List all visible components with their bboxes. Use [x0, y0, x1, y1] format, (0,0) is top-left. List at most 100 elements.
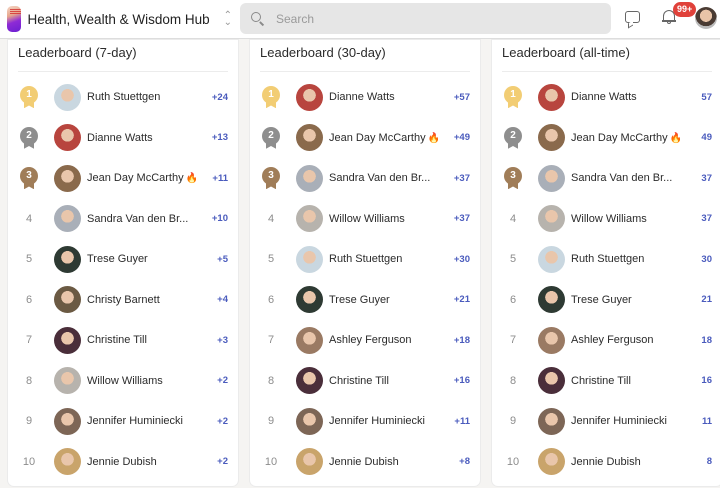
member-name-text[interactable]: Dianne Watts	[329, 91, 395, 104]
member-name-text[interactable]: Willow Williams	[571, 212, 647, 225]
avatar[interactable]	[538, 326, 565, 354]
member-name[interactable]: Jean Day McCarthy 🔥	[329, 132, 454, 144]
leaderboard-row[interactable]: 8 Christine Till 16	[492, 361, 720, 402]
member-name[interactable]: Willow Williams	[329, 213, 454, 225]
avatar[interactable]	[296, 407, 323, 435]
avatar[interactable]	[538, 448, 565, 476]
member-name-text[interactable]: Ruth Stuettgen	[329, 253, 403, 266]
avatar[interactable]	[54, 245, 81, 273]
leaderboard-row[interactable]: 1 Dianne Watts 57	[492, 77, 720, 118]
leaderboard-row[interactable]: 2 Dianne Watts +13	[8, 118, 238, 159]
avatar[interactable]	[538, 164, 565, 192]
member-name[interactable]: Dianne Watts	[571, 91, 701, 103]
leaderboard-row[interactable]: 3 Sandra Van den Br... 37	[492, 158, 720, 199]
member-name[interactable]: Ashley Ferguson	[571, 334, 701, 346]
member-name-text[interactable]: Jennifer Huminiecki	[87, 415, 183, 428]
avatar[interactable]	[296, 367, 323, 395]
avatar[interactable]	[54, 286, 81, 314]
member-name[interactable]: Jennifer Huminiecki	[329, 415, 454, 427]
member-name[interactable]: Ruth Stuettgen	[329, 253, 454, 265]
member-name-text[interactable]: Sandra Van den Br...	[571, 172, 673, 185]
avatar[interactable]	[54, 124, 81, 152]
member-name[interactable]: Christine Till	[87, 334, 217, 346]
member-name[interactable]: Willow Williams	[571, 213, 701, 225]
member-name[interactable]: Ashley Ferguson	[329, 334, 454, 346]
member-name[interactable]: Trese Guyer	[87, 253, 217, 265]
leaderboard-row[interactable]: 3 Sandra Van den Br... +37	[250, 158, 480, 199]
avatar[interactable]	[54, 448, 81, 476]
member-name-text[interactable]: Jennie Dubish	[571, 455, 641, 468]
member-name[interactable]: Dianne Watts	[87, 132, 212, 144]
member-name[interactable]: Ruth Stuettgen	[87, 91, 212, 103]
member-name[interactable]: Christine Till	[329, 375, 454, 387]
leaderboard-row[interactable]: 5 Ruth Stuettgen 30	[492, 239, 720, 280]
leaderboard-row[interactable]: 6 Trese Guyer 21	[492, 280, 720, 321]
member-name-text[interactable]: Dianne Watts	[571, 91, 637, 104]
member-name-text[interactable]: Ruth Stuettgen	[87, 91, 161, 104]
switcher-chevrons-icon[interactable]: ⌃ ⌄	[223, 10, 232, 28]
leaderboard-row[interactable]: 10 Jennie Dubish 8	[492, 442, 720, 483]
member-name[interactable]: Jean Day McCarthy 🔥	[87, 172, 212, 184]
leaderboard-row[interactable]: 10 Jennie Dubish +8	[250, 442, 480, 483]
member-name[interactable]: Sandra Van den Br...	[571, 172, 701, 184]
member-name[interactable]: Jennie Dubish	[87, 456, 217, 468]
member-name[interactable]: Sandra Van den Br...	[87, 213, 212, 225]
member-name-text[interactable]: Willow Williams	[87, 374, 163, 387]
leaderboard-row[interactable]: 7 Christine Till +3	[8, 320, 238, 361]
leaderboard-row[interactable]: 3 Jean Day McCarthy 🔥 +11	[8, 158, 238, 199]
member-name-text[interactable]: Jean Day McCarthy	[87, 172, 184, 185]
avatar[interactable]	[296, 326, 323, 354]
member-name[interactable]: Jennifer Huminiecki	[87, 415, 217, 427]
avatar[interactable]	[54, 83, 81, 111]
member-name-text[interactable]: Jennifer Huminiecki	[329, 415, 425, 428]
leaderboard-row[interactable]: 9 Jennifer Huminiecki 11	[492, 401, 720, 442]
member-name-text[interactable]: Christine Till	[87, 334, 147, 347]
leaderboard-row[interactable]: 9 Jennifer Huminiecki +11	[250, 401, 480, 442]
avatar[interactable]	[538, 407, 565, 435]
avatar[interactable]	[538, 124, 565, 152]
member-name[interactable]: Trese Guyer	[571, 294, 701, 306]
member-name-text[interactable]: Ashley Ferguson	[571, 334, 654, 347]
avatar[interactable]	[296, 164, 323, 192]
search-input[interactable]	[276, 11, 596, 26]
member-name[interactable]: Ruth Stuettgen	[571, 253, 701, 265]
member-name-text[interactable]: Trese Guyer	[329, 293, 390, 306]
member-name-text[interactable]: Sandra Van den Br...	[87, 212, 189, 225]
avatar[interactable]	[54, 164, 81, 192]
member-name-text[interactable]: Trese Guyer	[87, 253, 148, 266]
member-name[interactable]: Jennifer Huminiecki	[571, 415, 702, 427]
leaderboard-row[interactable]: 10 Jennie Dubish +2	[8, 442, 238, 483]
member-name-text[interactable]: Christine Till	[571, 374, 631, 387]
member-name-text[interactable]: Ashley Ferguson	[329, 334, 412, 347]
leaderboard-row[interactable]: 4 Willow Williams 37	[492, 199, 720, 240]
member-name-text[interactable]: Jennie Dubish	[329, 455, 399, 468]
leaderboard-row[interactable]: 5 Ruth Stuettgen +30	[250, 239, 480, 280]
member-name[interactable]: Jennie Dubish	[329, 456, 459, 468]
bell-icon[interactable]	[662, 9, 676, 24]
member-name[interactable]: Jean Day McCarthy 🔥	[571, 132, 701, 144]
member-name[interactable]: Sandra Van den Br...	[329, 172, 454, 184]
avatar[interactable]	[538, 286, 565, 314]
member-name-text[interactable]: Jennie Dubish	[87, 455, 157, 468]
member-name-text[interactable]: Jean Day McCarthy	[571, 131, 668, 144]
avatar[interactable]	[296, 448, 323, 476]
member-name-text[interactable]: Jennifer Huminiecki	[571, 415, 667, 428]
avatar[interactable]	[54, 326, 81, 354]
avatar[interactable]	[296, 245, 323, 273]
avatar[interactable]	[54, 205, 81, 233]
member-name-text[interactable]: Ruth Stuettgen	[571, 253, 645, 266]
search-bar[interactable]	[240, 3, 611, 34]
member-name[interactable]: Dianne Watts	[329, 91, 454, 103]
avatar[interactable]	[538, 367, 565, 395]
leaderboard-row[interactable]: 6 Trese Guyer +21	[250, 280, 480, 321]
avatar[interactable]	[54, 407, 81, 435]
avatar[interactable]	[296, 286, 323, 314]
avatar[interactable]	[54, 367, 81, 395]
member-name-text[interactable]: Willow Williams	[329, 212, 405, 225]
leaderboard-row[interactable]: 4 Sandra Van den Br... +10	[8, 199, 238, 240]
chat-icon[interactable]	[625, 11, 640, 23]
leaderboard-row[interactable]: 8 Willow Williams +2	[8, 361, 238, 402]
member-name-text[interactable]: Jean Day McCarthy	[329, 131, 426, 144]
avatar[interactable]	[296, 83, 323, 111]
leaderboard-row[interactable]: 5 Trese Guyer +5	[8, 239, 238, 280]
